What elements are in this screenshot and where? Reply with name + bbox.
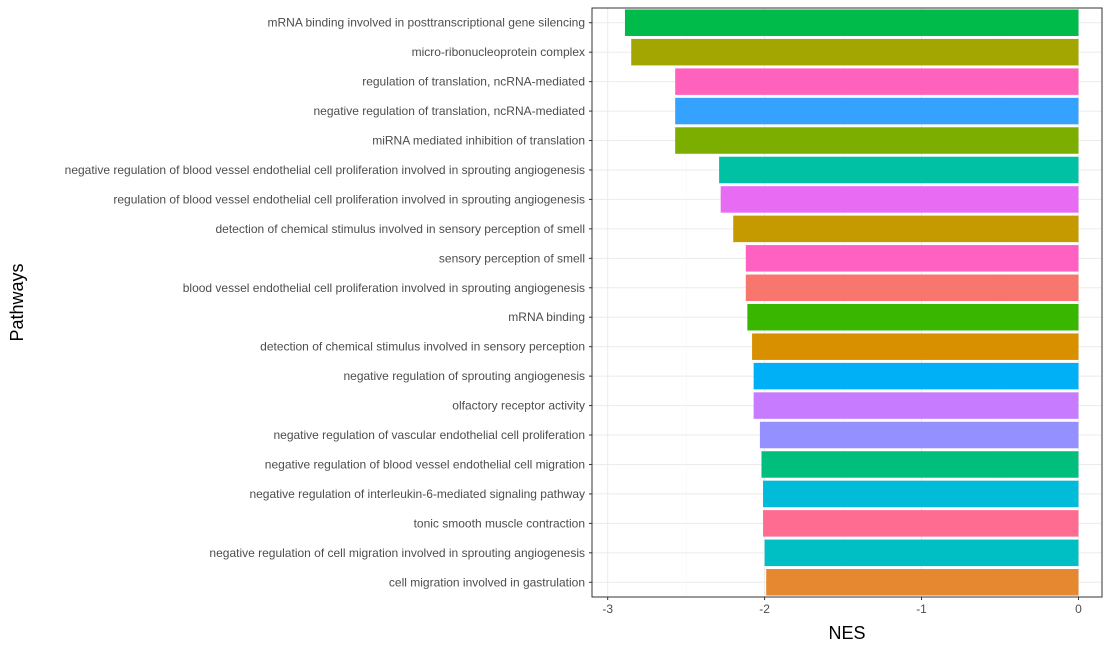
bar [759,421,1079,449]
y-tick-label: tonic smooth muscle contraction [414,516,585,530]
y-tick-label: micro-ribonucleoprotein complex [412,45,585,59]
x-tick-label: -3 [602,602,613,616]
bar [753,362,1079,390]
x-tick-label: -1 [916,602,927,616]
y-tick-label: negative regulation of blood vessel endo… [265,457,585,471]
x-tick-label: 0 [1075,602,1082,616]
bar [763,510,1079,537]
bar [764,539,1079,567]
bar [720,186,1079,213]
y-tick-label: negative regulation of sprouting angioge… [343,369,585,383]
bar [745,274,1079,302]
bar [675,68,1079,95]
bar [675,97,1079,125]
bar [753,392,1079,419]
y-tick-label: detection of chemical stimulus involved … [215,222,585,236]
y-tick-label: regulation of translation, ncRNA-mediate… [362,75,585,89]
y-tick-label: olfactory receptor activity [452,399,585,413]
y-tick-label: mRNA binding involved in posttranscripti… [267,16,585,30]
bar [752,333,1079,360]
y-axis-title: Pathways [7,263,27,341]
bar [761,451,1079,478]
bar [719,156,1079,184]
y-tick-labels: mRNA binding involved in posttranscripti… [65,16,592,589]
x-tick-label: -2 [759,602,770,616]
y-tick-label: negative regulation of translation, ncRN… [314,104,586,118]
bar [675,127,1079,154]
bar [763,480,1079,508]
x-axis-title: NES [828,623,865,643]
bar [631,38,1079,66]
y-tick-label: detection of chemical stimulus involved … [260,340,585,354]
y-tick-label: negative regulation of vascular endothel… [273,428,585,442]
bars [624,9,1079,596]
x-tick-labels: -3 -2 -1 0 [602,597,1082,616]
y-tick-label: blood vessel endothelial cell proliferat… [183,281,585,295]
y-tick-label: regulation of blood vessel endothelial c… [113,192,585,206]
y-tick-label: sensory perception of smell [439,251,585,265]
y-tick-label: negative regulation of interleukin-6-med… [249,487,585,501]
y-tick-label: cell migration involved in gastrulation [389,575,585,589]
y-tick-label: miRNA mediated inhibition of translation [372,134,585,148]
y-tick-label: negative regulation of cell migration in… [209,546,585,560]
bar [733,215,1079,243]
bar [624,9,1079,36]
panel-border [591,7,1103,598]
bar [766,569,1079,596]
bar [745,245,1079,272]
y-tick-label: negative regulation of blood vessel endo… [65,163,585,177]
bar [747,303,1079,331]
y-tick-label: mRNA binding [508,310,585,324]
